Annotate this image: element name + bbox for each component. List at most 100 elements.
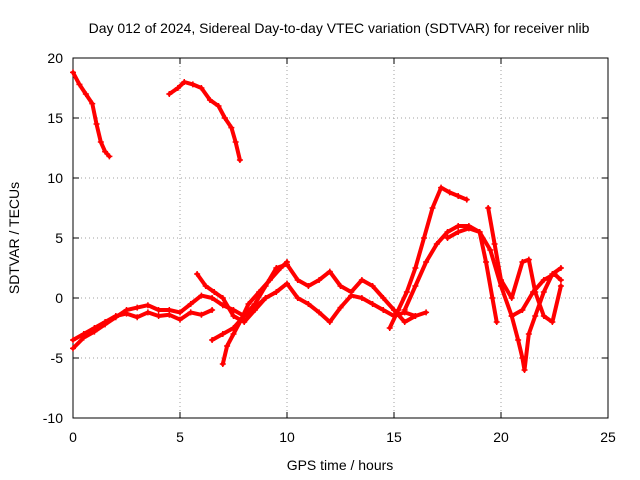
data-point bbox=[228, 124, 235, 131]
data-point bbox=[549, 319, 556, 325]
data-point bbox=[549, 271, 556, 277]
data-point bbox=[465, 225, 472, 232]
series-line bbox=[71, 308, 215, 342]
data-point bbox=[262, 295, 269, 301]
data-point bbox=[93, 121, 100, 127]
data-point bbox=[155, 313, 162, 319]
data-point bbox=[177, 309, 183, 316]
x-tick-label: 15 bbox=[386, 429, 402, 445]
data-point bbox=[102, 148, 109, 155]
data-point bbox=[284, 280, 290, 287]
data-point bbox=[519, 307, 526, 313]
data-point bbox=[444, 235, 451, 241]
data-point bbox=[97, 139, 104, 145]
series-line bbox=[195, 272, 418, 324]
data-point bbox=[70, 69, 76, 76]
data-point bbox=[70, 337, 76, 343]
data-point bbox=[403, 289, 410, 295]
data-point bbox=[209, 295, 216, 301]
data-point bbox=[386, 325, 393, 331]
data-point bbox=[557, 265, 564, 271]
series-line bbox=[387, 185, 469, 330]
data-point bbox=[177, 316, 183, 323]
data-point bbox=[557, 283, 564, 289]
data-point bbox=[232, 139, 239, 145]
data-point bbox=[337, 304, 344, 311]
data-point bbox=[508, 313, 515, 319]
x-axis-label: GPS time / hours bbox=[287, 457, 394, 473]
y-tick-label: -5 bbox=[51, 350, 64, 366]
data-point bbox=[438, 184, 445, 191]
data-point bbox=[82, 91, 89, 97]
data-point bbox=[476, 229, 483, 235]
data-point bbox=[358, 277, 365, 283]
data-point bbox=[134, 314, 141, 321]
y-tick-labels: -10 -5 0 5 10 15 20 bbox=[43, 50, 63, 426]
data-point bbox=[519, 259, 526, 265]
data-point bbox=[194, 271, 201, 277]
data-point bbox=[209, 307, 216, 313]
data-point bbox=[80, 331, 87, 337]
data-point bbox=[76, 81, 83, 88]
data-point bbox=[112, 313, 119, 319]
data-point bbox=[433, 241, 440, 247]
data-point bbox=[540, 277, 547, 283]
data-point bbox=[198, 292, 205, 299]
data-point bbox=[532, 313, 539, 319]
data-point bbox=[540, 289, 547, 295]
data-point bbox=[106, 153, 113, 160]
series-line bbox=[486, 206, 563, 324]
data-point bbox=[483, 259, 490, 265]
data-series bbox=[70, 69, 564, 373]
data-point bbox=[266, 277, 273, 283]
series-line bbox=[445, 226, 563, 318]
data-point bbox=[123, 310, 130, 317]
y-tick-label: -10 bbox=[43, 410, 63, 426]
y-tick-label: 20 bbox=[47, 50, 63, 66]
series-arc-12 bbox=[508, 265, 564, 373]
data-point bbox=[446, 189, 453, 196]
data-point bbox=[444, 229, 451, 235]
data-point bbox=[305, 283, 312, 289]
data-point bbox=[209, 337, 216, 343]
data-point bbox=[305, 301, 312, 307]
data-point bbox=[155, 307, 162, 313]
y-axis-label: SDTVAR / TECUs bbox=[6, 182, 22, 294]
data-point bbox=[102, 319, 109, 325]
data-point bbox=[245, 301, 252, 307]
y-tick-label: 0 bbox=[55, 290, 63, 306]
data-point bbox=[358, 295, 365, 301]
data-point bbox=[294, 295, 301, 301]
series-arc-7 bbox=[219, 259, 290, 367]
data-point bbox=[401, 319, 408, 325]
axis-ticks bbox=[72, 57, 609, 419]
data-point bbox=[491, 241, 498, 247]
chart-title: Day 012 of 2024, Sidereal Day-to-day VTE… bbox=[89, 20, 590, 36]
grid-lines bbox=[73, 58, 608, 418]
data-point bbox=[206, 97, 213, 103]
data-point bbox=[224, 343, 231, 349]
data-point bbox=[221, 115, 228, 121]
data-point bbox=[493, 319, 500, 325]
data-point bbox=[251, 307, 258, 313]
data-point bbox=[230, 331, 237, 337]
data-point bbox=[219, 295, 226, 301]
data-point bbox=[515, 337, 522, 343]
data-point bbox=[256, 289, 263, 295]
data-point bbox=[521, 367, 528, 373]
data-point bbox=[198, 85, 205, 91]
series-line bbox=[167, 80, 242, 162]
data-point bbox=[557, 277, 564, 283]
data-point bbox=[236, 157, 243, 163]
data-point bbox=[134, 304, 141, 311]
series-arc-2 bbox=[166, 79, 243, 163]
data-point bbox=[380, 295, 387, 301]
series-arc-8 bbox=[386, 184, 470, 331]
data-point bbox=[401, 307, 408, 313]
series-arc-4 bbox=[70, 307, 216, 343]
x-tick-label: 25 bbox=[600, 429, 616, 445]
x-tick-labels: 0 5 10 15 20 25 bbox=[69, 429, 616, 445]
data-point bbox=[316, 277, 323, 283]
data-point bbox=[455, 223, 462, 229]
series-arc-10 bbox=[444, 225, 564, 319]
